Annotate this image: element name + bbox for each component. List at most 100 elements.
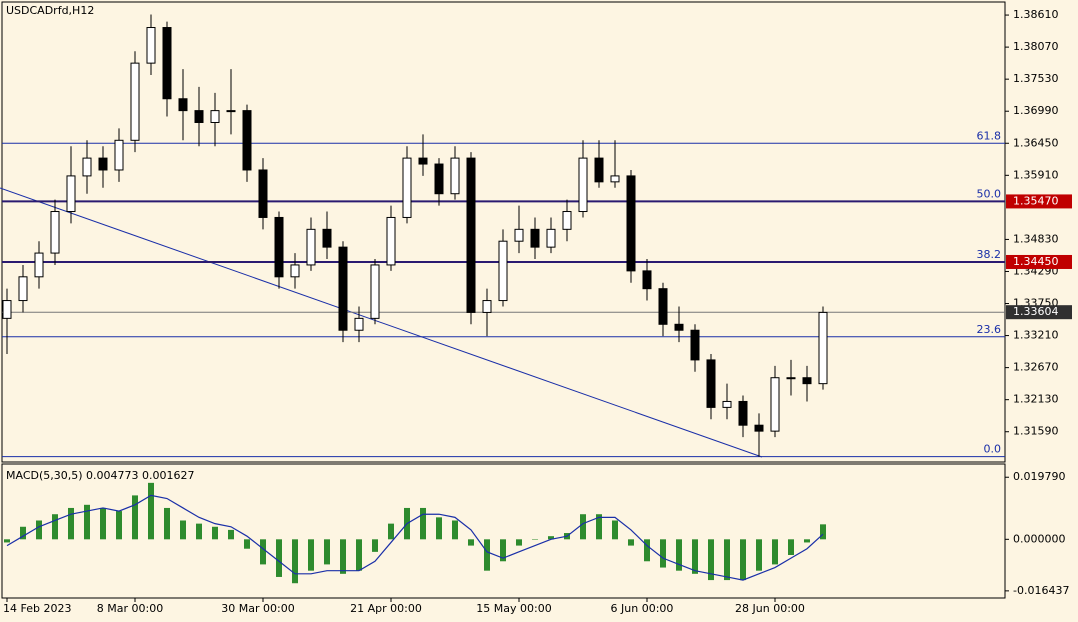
macd-bar — [324, 539, 330, 565]
y-tick-label: 1.35910 — [1013, 168, 1059, 181]
candle-body — [738, 400, 748, 426]
candle-body — [786, 377, 796, 380]
macd-bar — [340, 539, 346, 574]
candle-body — [754, 424, 764, 432]
fib-level-label: 50.0 — [977, 187, 1002, 200]
candle-body — [818, 311, 828, 385]
x-tick-label: 28 Jun 00:00 — [735, 602, 805, 615]
macd-bar — [756, 539, 762, 571]
candle-body — [306, 228, 316, 266]
macd-bar — [52, 514, 58, 540]
candle-body — [50, 211, 60, 254]
candle-body — [690, 329, 700, 361]
candle-body — [162, 27, 172, 100]
x-tick-label: 8 Mar 00:00 — [97, 602, 163, 615]
macd-bar — [804, 539, 810, 543]
candle-body — [242, 110, 252, 171]
macd-bar — [772, 539, 778, 565]
candle-body — [482, 300, 492, 313]
macd-bar — [68, 507, 74, 540]
candle-body — [594, 157, 604, 183]
macd-bar — [580, 514, 586, 540]
macd-bar — [372, 539, 378, 552]
macd-bar — [180, 520, 186, 540]
candle-body — [114, 139, 124, 171]
candle-body — [610, 175, 620, 183]
candle-body — [354, 317, 364, 331]
x-tick-label: 30 Mar 00:00 — [221, 602, 294, 615]
y-tick-label: 1.34830 — [1013, 232, 1059, 245]
chart-title: USDCADrfd,H12 — [6, 4, 94, 17]
macd-bar — [708, 539, 714, 581]
candle-body — [210, 110, 220, 123]
macd-bar — [596, 514, 602, 540]
macd-bar — [788, 539, 794, 555]
y-tick-label: 0.019790 — [1013, 470, 1066, 483]
y-tick-label: 1.38070 — [1013, 40, 1059, 53]
fib-level-label: 23.6 — [977, 323, 1002, 336]
macd-bar — [420, 507, 426, 540]
macd-bar — [740, 539, 746, 581]
candle-body — [434, 163, 444, 195]
y-tick-label: 1.31590 — [1013, 425, 1059, 438]
candle-body — [2, 300, 12, 319]
y-tick-label: 1.38610 — [1013, 8, 1059, 21]
y-tick-label: 0.000000 — [1013, 532, 1066, 545]
candle-body — [466, 157, 476, 313]
macd-bar — [260, 539, 266, 565]
macd-bar — [612, 520, 618, 540]
candle-body — [514, 228, 524, 242]
candle-body — [658, 288, 668, 325]
candle-body — [290, 264, 300, 278]
macd-bar — [436, 517, 442, 540]
price-label-box — [1006, 194, 1072, 209]
candle-body — [418, 157, 428, 165]
x-tick-label: 15 May 00:00 — [476, 602, 551, 615]
y-tick-label: 1.32670 — [1013, 361, 1059, 374]
macd-bar — [84, 504, 90, 540]
candle-body — [98, 157, 108, 171]
macd-bar — [228, 529, 234, 540]
price-label: 1.34450 — [1013, 255, 1059, 268]
macd-bar — [196, 523, 202, 540]
candle-body — [562, 211, 572, 230]
macd-bar — [116, 511, 122, 540]
macd-title: MACD(5,30,5) 0.004773 0.001627 — [6, 469, 195, 482]
candle-body — [642, 270, 652, 290]
candle-body — [626, 175, 636, 272]
macd-bar — [388, 523, 394, 540]
candle-body — [322, 228, 332, 248]
macd-bar — [20, 526, 26, 540]
price-label: 1.33604 — [1013, 305, 1059, 318]
macd-bar — [4, 539, 10, 543]
macd-bar — [820, 524, 826, 540]
macd-panel-frame — [1, 463, 1006, 599]
candle-body — [274, 216, 284, 278]
candle-body — [146, 27, 156, 64]
macd-bar — [724, 539, 730, 581]
candle-body — [82, 157, 92, 177]
y-tick-label: 1.36450 — [1013, 136, 1059, 149]
candle-body — [450, 157, 460, 195]
macd-bar — [100, 507, 106, 540]
fib-level-label: 61.8 — [977, 129, 1002, 142]
macd-bar — [212, 526, 218, 540]
y-tick-label: 1.37530 — [1013, 72, 1059, 85]
macd-bar — [164, 507, 170, 540]
x-tick-label: 14 Feb 2023 — [3, 602, 71, 615]
macd-bar — [484, 539, 490, 571]
fib-level-label: 38.2 — [977, 248, 1002, 261]
macd-bar — [660, 539, 666, 568]
price-panel-frame — [1, 1, 1006, 463]
candle-body — [338, 246, 348, 331]
fib-level-label: 0.0 — [984, 443, 1002, 456]
candle-body — [674, 323, 684, 331]
y-tick-label: 1.36990 — [1013, 104, 1059, 117]
macd-bar — [532, 539, 538, 540]
macd-bar — [148, 482, 154, 540]
macd-bar — [244, 539, 250, 549]
macd-bar — [356, 539, 362, 571]
macd-bar — [500, 539, 506, 562]
price-label: 1.35470 — [1013, 194, 1059, 207]
